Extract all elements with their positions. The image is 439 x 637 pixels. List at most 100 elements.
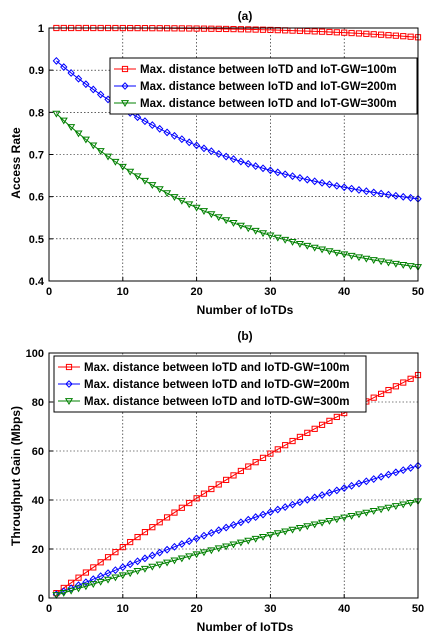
data-point [89, 575, 97, 584]
data-point [193, 495, 200, 502]
data-point [177, 555, 186, 563]
data-point [200, 25, 208, 32]
x-tick-label: 40 [338, 603, 350, 615]
y-tick-label: 0.4 [29, 276, 45, 288]
data-point [288, 238, 297, 246]
data-point [111, 574, 120, 582]
data-point [274, 446, 281, 453]
data-point [236, 222, 245, 230]
data-point [199, 549, 209, 557]
data-point [230, 25, 237, 33]
data-point [59, 117, 68, 125]
data-point [406, 499, 415, 507]
chart-a-xlabel: Number of IoTDs [197, 303, 294, 317]
y-tick-label: 60 [32, 446, 44, 458]
data-point [104, 554, 112, 561]
data-point [362, 477, 371, 486]
data-point [391, 503, 400, 511]
x-tick-label: 0 [46, 603, 52, 615]
x-tick-label: 50 [412, 286, 424, 298]
y-tick-label: 80 [32, 397, 44, 409]
data-point [67, 584, 75, 593]
data-point [96, 90, 105, 99]
x-tick-label: 20 [190, 603, 202, 615]
data-point [399, 466, 407, 475]
data-point [89, 142, 98, 150]
data-point [392, 32, 399, 39]
data-point [148, 551, 157, 560]
data-point [207, 147, 216, 156]
legend-marker [65, 380, 73, 388]
y-tick-label: 0.9 [29, 65, 44, 77]
data-point [332, 249, 341, 257]
data-point [140, 565, 150, 573]
data-point [199, 208, 209, 215]
data-point [273, 234, 282, 242]
data-point [229, 541, 238, 549]
legend-box [109, 57, 418, 115]
chart-b-ticks: 0 10 20 30 40 50 0 20 40 60 80 100 [26, 348, 424, 615]
data-point [163, 559, 172, 567]
chart-b-title: (b) [237, 329, 252, 343]
x-tick-label: 30 [264, 603, 276, 615]
legend-label: Max. distance between IoTD and IoT-GW=20… [140, 81, 397, 93]
data-point [244, 225, 253, 233]
data-point [141, 529, 149, 536]
data-point [310, 177, 319, 186]
y-tick-label: 100 [26, 348, 44, 360]
data-point [200, 144, 208, 153]
data-point [192, 204, 201, 212]
data-point [192, 551, 201, 559]
chart-b-plot-frame [48, 352, 419, 599]
data-point [200, 490, 208, 497]
data-point [252, 459, 259, 466]
data-point [391, 260, 400, 268]
y-tick-label: 40 [32, 495, 44, 507]
data-point [244, 159, 252, 168]
data-point [127, 538, 134, 546]
legend-label: Max. distance between IoTD and IoTD-GW=3… [84, 396, 350, 408]
data-point [370, 31, 377, 38]
data-point [148, 121, 157, 130]
data-point [377, 506, 386, 514]
data-point [318, 491, 326, 499]
data-point [370, 188, 378, 197]
legend-marker [121, 82, 129, 90]
legend-entry: Max. distance between IoTD and IoT-GW=10… [114, 64, 397, 76]
data-point [259, 454, 267, 461]
data-point [171, 509, 178, 516]
data-point [347, 513, 356, 520]
data-point [126, 560, 134, 569]
legend-marker [64, 398, 74, 405]
data-point [148, 563, 157, 571]
data-point [134, 533, 141, 541]
x-tick-label: 50 [412, 603, 424, 615]
data-point [251, 513, 260, 522]
data-point [325, 488, 334, 497]
data-point [82, 569, 90, 576]
data-point [288, 526, 297, 534]
data-point [185, 138, 193, 147]
data-point [266, 232, 275, 240]
data-point [163, 514, 171, 521]
data-point [237, 157, 245, 166]
data-point [399, 192, 407, 201]
data-point [74, 130, 83, 138]
data-point [237, 26, 244, 33]
data-point [244, 515, 252, 524]
data-point [406, 193, 415, 202]
y-tick-label: 0.5 [29, 234, 44, 246]
legend-box [53, 355, 367, 413]
data-point [295, 524, 304, 532]
data-point [237, 518, 245, 527]
data-point [296, 173, 304, 182]
data-point [251, 535, 260, 543]
chart-a-title: (a) [238, 9, 253, 23]
series-3 [52, 498, 423, 600]
data-point [177, 197, 186, 205]
data-point [399, 262, 408, 269]
data-point [118, 572, 127, 580]
data-point [258, 533, 268, 541]
data-point [340, 251, 349, 259]
